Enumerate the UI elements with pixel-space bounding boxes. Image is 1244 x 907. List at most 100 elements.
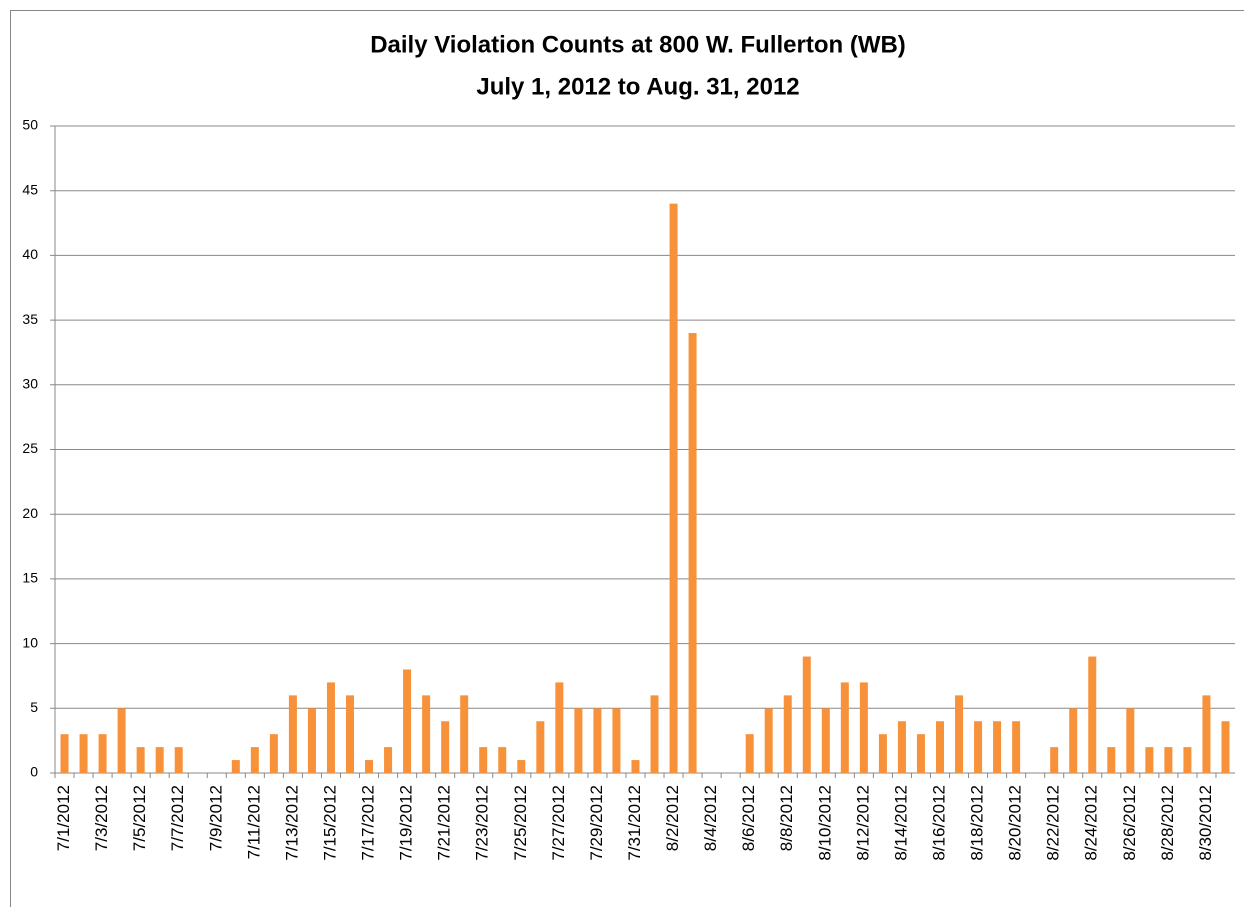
y-tick-label: 45 xyxy=(22,181,38,197)
x-tick-label: 7/3/2012 xyxy=(92,785,111,851)
bar xyxy=(479,747,488,773)
bar xyxy=(840,682,849,773)
x-tick-label: 8/16/2012 xyxy=(929,785,948,861)
x-tick-label: 8/18/2012 xyxy=(968,785,987,861)
bar xyxy=(936,721,944,773)
bar xyxy=(536,721,545,773)
bar xyxy=(974,721,983,773)
x-tick-label: 7/1/2012 xyxy=(54,785,73,851)
bar xyxy=(346,695,354,773)
bar xyxy=(821,708,830,773)
bar xyxy=(555,682,564,773)
bar xyxy=(1202,695,1211,773)
bar xyxy=(384,747,393,773)
bar xyxy=(136,747,145,773)
bar xyxy=(688,333,697,773)
x-tick-label: 7/25/2012 xyxy=(511,785,530,861)
bar xyxy=(460,695,469,773)
y-tick-label: 20 xyxy=(22,505,38,521)
bar xyxy=(650,695,659,773)
bar xyxy=(1107,747,1116,773)
x-tick-label: 8/10/2012 xyxy=(815,785,834,861)
x-tick-label: 7/19/2012 xyxy=(397,785,416,861)
bar xyxy=(631,760,640,773)
x-tick-label: 7/7/2012 xyxy=(168,785,187,851)
x-tick-label: 7/23/2012 xyxy=(473,785,492,861)
bar xyxy=(422,695,431,773)
bar xyxy=(269,734,278,773)
x-tick-label: 8/24/2012 xyxy=(1082,785,1101,861)
y-tick-label: 40 xyxy=(22,246,38,262)
bar xyxy=(1183,747,1192,773)
x-tick-label: 7/9/2012 xyxy=(206,785,225,851)
bar xyxy=(1164,747,1173,773)
bar xyxy=(574,708,583,773)
y-tick-label: 25 xyxy=(22,440,38,456)
x-tick-label: 7/15/2012 xyxy=(320,785,339,861)
bar xyxy=(498,747,507,773)
bar xyxy=(79,734,88,773)
x-tick-label: 8/6/2012 xyxy=(739,785,758,851)
bar xyxy=(802,656,811,773)
y-tick-label: 50 xyxy=(22,117,38,133)
bar xyxy=(993,721,1002,773)
bar xyxy=(1050,747,1059,773)
bar xyxy=(403,669,412,773)
x-tick-label: 7/29/2012 xyxy=(587,785,606,861)
bar xyxy=(1126,708,1135,773)
bar xyxy=(155,747,164,773)
x-tick-label: 8/20/2012 xyxy=(1006,785,1025,861)
x-tick-label: 7/21/2012 xyxy=(435,785,454,861)
bar xyxy=(174,747,183,773)
bar xyxy=(517,760,526,773)
bar xyxy=(1069,708,1078,773)
bar xyxy=(955,695,964,773)
bar xyxy=(326,682,335,773)
x-tick-label: 8/22/2012 xyxy=(1044,785,1063,861)
bar xyxy=(250,747,259,773)
x-tick-label: 8/26/2012 xyxy=(1120,785,1139,861)
x-tick-label: 8/4/2012 xyxy=(701,785,720,851)
bar xyxy=(669,203,678,773)
bar xyxy=(441,721,450,773)
bar xyxy=(745,734,754,773)
bar xyxy=(1145,747,1154,773)
x-tick-label: 8/14/2012 xyxy=(891,785,910,861)
x-tick-label: 8/8/2012 xyxy=(777,785,796,851)
bar xyxy=(307,708,316,773)
chart-subtitle: July 1, 2012 to Aug. 31, 2012 xyxy=(476,73,799,100)
y-tick-label: 35 xyxy=(22,311,38,327)
bar xyxy=(897,721,906,773)
bar xyxy=(764,708,773,773)
bar xyxy=(783,695,792,773)
bar xyxy=(916,734,925,773)
bar xyxy=(98,734,107,773)
bar xyxy=(612,708,621,773)
bar xyxy=(117,708,126,773)
x-tick-label: 8/30/2012 xyxy=(1196,785,1215,861)
y-tick-label: 10 xyxy=(22,634,38,650)
x-tick-label: 8/2/2012 xyxy=(663,785,682,851)
x-tick-label: 7/11/2012 xyxy=(244,785,263,859)
x-tick-label: 7/13/2012 xyxy=(282,785,301,861)
bar xyxy=(365,760,374,773)
bar xyxy=(878,734,887,773)
bar xyxy=(60,734,69,773)
x-tick-label: 7/31/2012 xyxy=(625,785,644,861)
y-tick-label: 0 xyxy=(30,764,38,780)
bar xyxy=(288,695,297,773)
x-tick-label: 8/12/2012 xyxy=(853,785,872,861)
bar xyxy=(1221,721,1230,773)
y-tick-label: 30 xyxy=(22,376,38,392)
bar xyxy=(859,682,868,773)
y-tick-label: 5 xyxy=(30,699,38,715)
bar xyxy=(231,760,240,773)
bar xyxy=(1012,721,1021,773)
x-tick-label: 7/5/2012 xyxy=(130,785,149,851)
x-tick-label: 7/17/2012 xyxy=(359,785,378,861)
x-tick-label: 7/27/2012 xyxy=(549,785,568,861)
chart-title: Daily Violation Counts at 800 W. Fullert… xyxy=(370,31,906,58)
x-tick-label: 8/28/2012 xyxy=(1158,785,1177,861)
y-tick-label: 15 xyxy=(22,570,38,586)
